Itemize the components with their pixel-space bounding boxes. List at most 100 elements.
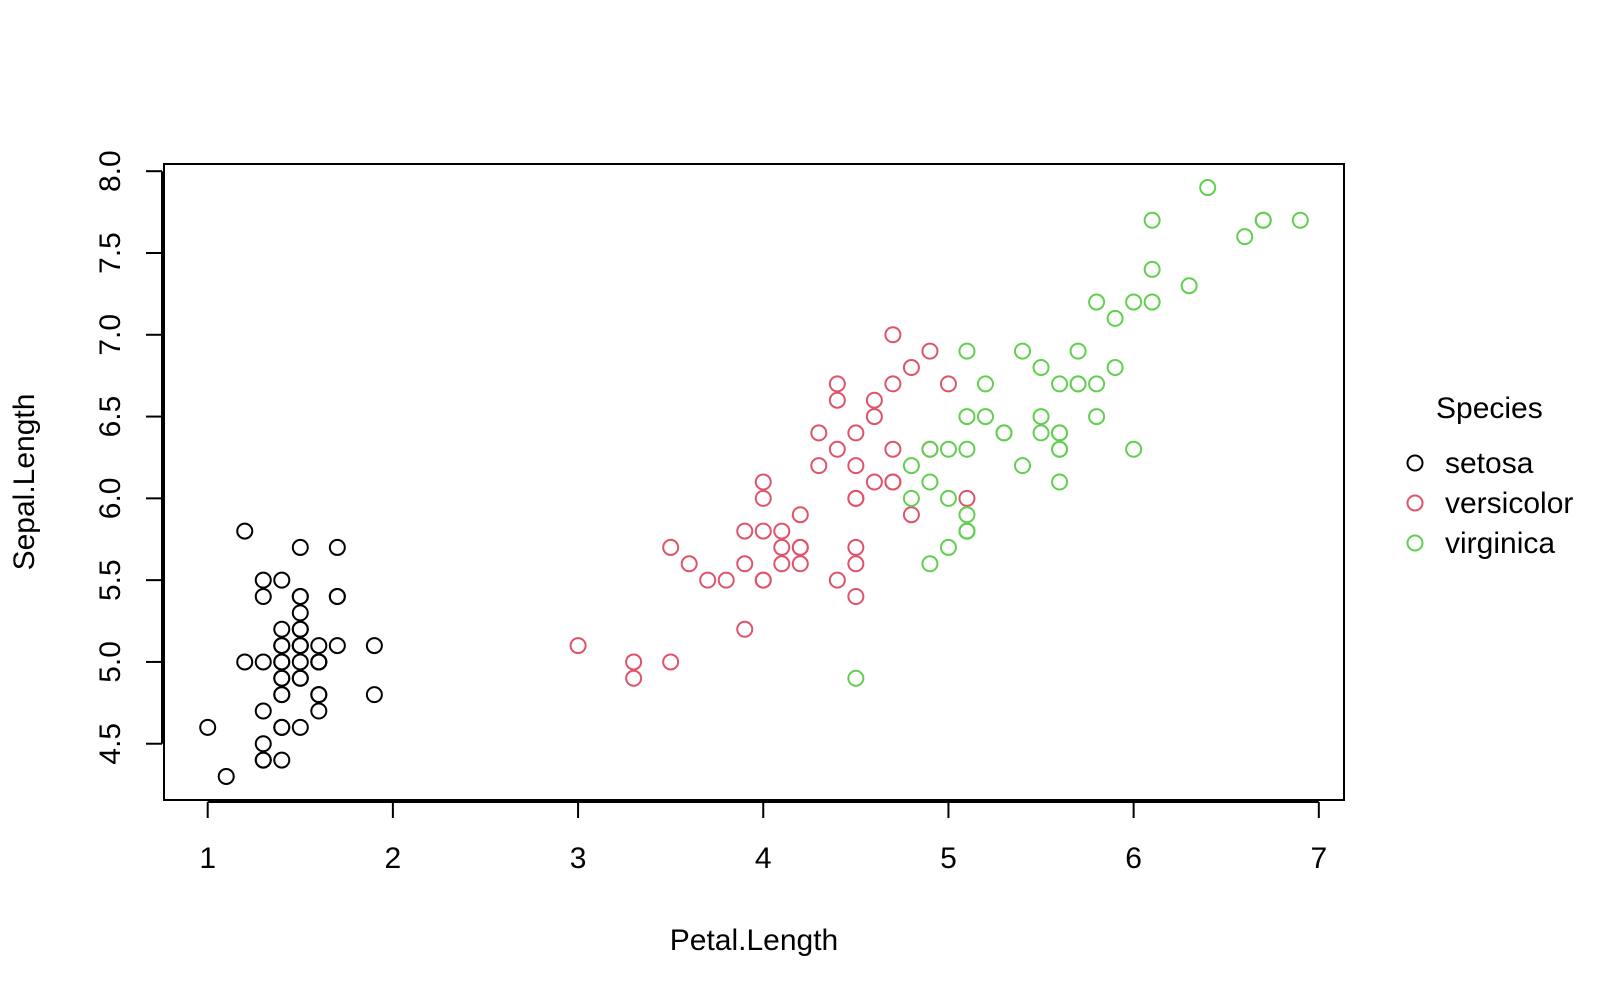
point — [254, 653, 272, 671]
point — [995, 424, 1013, 442]
point — [958, 522, 976, 540]
point — [902, 457, 920, 475]
point — [939, 538, 957, 556]
point — [1014, 457, 1032, 475]
point — [828, 440, 846, 458]
point — [1088, 408, 1106, 426]
point — [847, 457, 865, 475]
point — [921, 342, 939, 360]
point — [921, 440, 939, 458]
point — [1014, 342, 1032, 360]
legend-marker — [1406, 454, 1424, 472]
point — [625, 669, 643, 687]
x-tick-label: 6 — [1125, 842, 1142, 875]
y-tick-label: 6.0 — [94, 477, 127, 519]
y-tick-label: 7.0 — [94, 314, 127, 356]
point — [1088, 375, 1106, 393]
point — [958, 440, 976, 458]
point — [773, 538, 791, 556]
x-tick-label: 3 — [570, 842, 587, 875]
point — [939, 375, 957, 393]
point — [273, 718, 291, 736]
point — [902, 358, 920, 376]
point — [939, 440, 957, 458]
point — [1143, 211, 1161, 229]
point — [273, 653, 291, 671]
x-tick-label: 5 — [940, 842, 957, 875]
point — [254, 751, 272, 769]
y-tick-label: 4.5 — [94, 723, 127, 765]
point — [569, 637, 587, 655]
point — [680, 555, 698, 573]
point — [273, 571, 291, 589]
point — [291, 604, 309, 622]
point — [847, 555, 865, 573]
point — [254, 735, 272, 753]
point — [1032, 408, 1050, 426]
point — [291, 538, 309, 556]
point — [958, 342, 976, 360]
point — [976, 375, 994, 393]
legend-label: virginica — [1445, 527, 1555, 560]
point — [1199, 179, 1217, 197]
x-axis-label: Petal.Length — [670, 924, 838, 957]
point — [754, 473, 772, 491]
point — [1180, 277, 1198, 295]
point — [884, 473, 902, 491]
point — [1106, 358, 1124, 376]
point — [865, 391, 883, 409]
point — [1143, 260, 1161, 278]
point — [254, 588, 272, 606]
point — [328, 637, 346, 655]
point — [310, 637, 328, 655]
point — [699, 571, 717, 589]
legend-title: Species — [1436, 392, 1543, 425]
y-axis-label: Sepal.Length — [8, 394, 41, 571]
point — [1106, 309, 1124, 327]
legend-marker — [1406, 534, 1424, 552]
point — [902, 506, 920, 524]
legend-marker — [1406, 494, 1424, 512]
point — [662, 653, 680, 671]
point — [921, 473, 939, 491]
point — [828, 571, 846, 589]
point — [291, 620, 309, 638]
point — [791, 506, 809, 524]
point — [958, 506, 976, 524]
point — [291, 653, 309, 671]
y-tick-label: 5.0 — [94, 641, 127, 683]
point — [1069, 342, 1087, 360]
point — [884, 375, 902, 393]
point — [291, 588, 309, 606]
legend-label: setosa — [1445, 447, 1534, 480]
point — [828, 391, 846, 409]
point — [1051, 375, 1069, 393]
point — [754, 489, 772, 507]
x-tick-label: 4 — [755, 842, 772, 875]
point — [236, 522, 254, 540]
point — [754, 571, 772, 589]
y-tick-label: 5.5 — [94, 559, 127, 601]
point — [1032, 424, 1050, 442]
point — [291, 637, 309, 655]
point — [1254, 211, 1272, 229]
point — [847, 424, 865, 442]
point — [254, 702, 272, 720]
point — [1069, 375, 1087, 393]
point — [1236, 228, 1254, 246]
x-tick-label: 2 — [385, 842, 402, 875]
point — [884, 326, 902, 344]
point — [921, 555, 939, 573]
point — [310, 702, 328, 720]
point — [847, 588, 865, 606]
point — [1088, 293, 1106, 311]
x-tick-label: 7 — [1310, 842, 1327, 875]
point — [1143, 293, 1161, 311]
y-tick-label: 7.5 — [94, 232, 127, 274]
point — [736, 555, 754, 573]
point — [865, 473, 883, 491]
point — [791, 538, 809, 556]
point — [291, 669, 309, 687]
point — [273, 637, 291, 655]
legend-label: versicolor — [1445, 487, 1573, 520]
